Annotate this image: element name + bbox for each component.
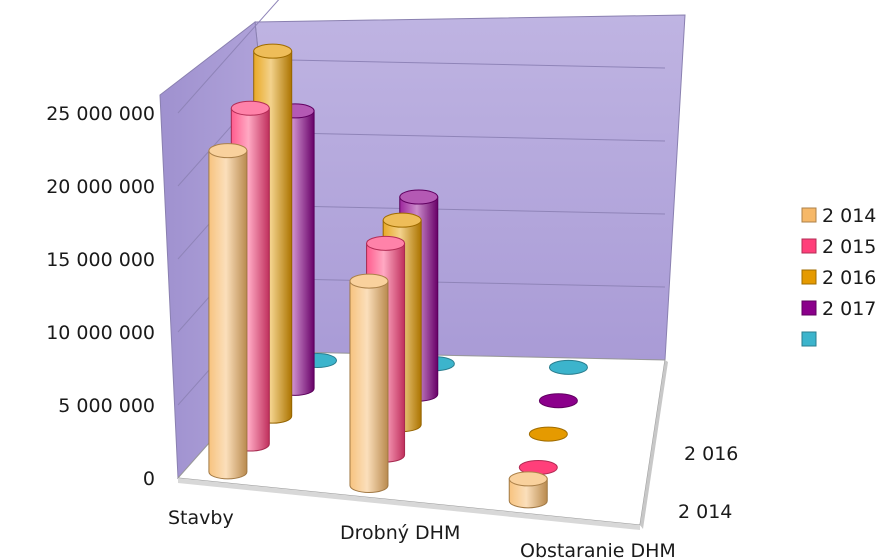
cylinder-body [349,280,389,493]
cylinder-top [366,235,406,251]
cylinder-bars [208,43,548,509]
zero-disc [538,393,578,409]
legend: 2 014 2 015 2 016 2 017 [801,205,876,347]
cylinder-body [208,150,248,480]
depth-label-2016: 2 016 [684,443,738,465]
legend-label: 2 017 [822,298,876,320]
y-tick-label: 0 [143,468,155,490]
floor-side-edge [640,360,668,529]
cylinder-top [508,471,548,487]
cylinder-bar [208,143,248,480]
depth-label-2014: 2 014 [678,501,732,523]
cylinder-bar [508,471,548,509]
y-tick-label: 20 000 000 [46,176,155,198]
legend-swatch [801,238,817,254]
legend-label: 2 016 [822,267,876,289]
cylinder-top [382,212,422,228]
category-label-drobny-dhm: Drobný DHM [340,522,460,544]
y-axis: 0 5 000 000 10 000 000 15 000 000 20 000 000… [46,103,155,490]
cylinder-top [399,189,439,205]
floor-edge [178,478,640,530]
cylinder-body [508,478,548,509]
zero-disc [548,359,588,375]
y-tick-label: 25 000 000 [46,103,155,125]
y-tick-label: 15 000 000 [46,249,155,271]
cylinder-top [208,143,248,159]
legend-swatch [801,269,817,285]
cylinder-bar [349,273,389,493]
gridline [177,0,280,114]
category-label-obstaranie-dhm: Obstaranie DHM [520,540,676,559]
zero-disc [528,426,568,442]
cylinder-top [349,273,389,289]
legend-label: 2 015 [822,236,876,258]
legend-label: 2 014 [822,205,876,227]
cylinder-top [230,100,270,116]
legend-swatch [801,300,817,316]
legend-swatch [801,207,817,223]
category-label-stavby: Stavby [168,507,234,529]
y-tick-label: 10 000 000 [46,322,155,344]
y-tick-label: 5 000 000 [58,395,155,417]
legend-swatch [801,331,817,347]
cylinder-top [253,43,293,59]
